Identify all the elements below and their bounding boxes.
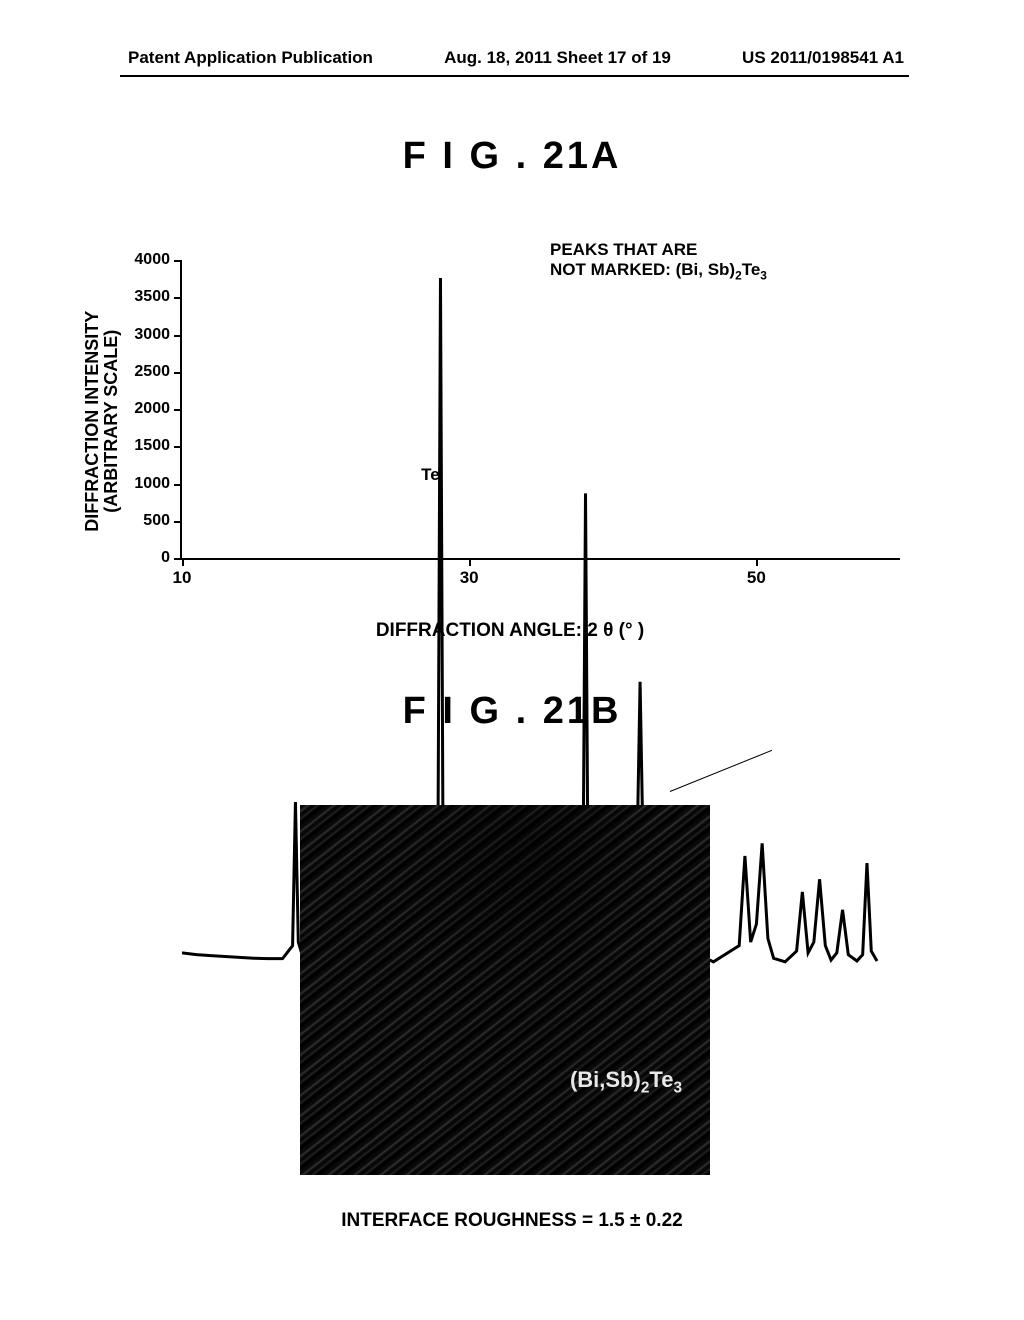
y-tick-label: 0 [161,549,170,567]
y-tick [174,372,182,374]
y-tick-label: 1000 [134,475,170,493]
y-axis-label: DIFFRACTION INTENSITY (ARBITRARY SCALE) [83,311,121,532]
header-left: Patent Application Publication [128,48,373,68]
figure-21a-title: F I G . 21A [0,135,1024,178]
header-right: US 2011/0198541 A1 [742,48,904,68]
y-tick-label: 2000 [134,400,170,418]
y-tick [174,260,182,262]
xrd-chart: DIFFRACTION INTENSITY (ARBITRARY SCALE) … [120,260,900,590]
x-axis-label: DIFFRACTION ANGLE: 2 θ (° ) [376,620,644,642]
x-tick [756,558,758,566]
tem-image: (Bi,Sb)2Te3 [300,805,710,1175]
y-tick [174,335,182,337]
y-tick [174,521,182,523]
x-tick [182,558,184,566]
image-noise [300,805,710,1175]
y-tick-label: 3500 [134,288,170,306]
x-tick [469,558,471,566]
x-tick-label: 10 [173,568,192,588]
y-tick [174,558,182,560]
x-tick-label: 30 [460,568,479,588]
header-center: Aug. 18, 2011 Sheet 17 of 19 [444,48,671,68]
y-tick [174,446,182,448]
figure-21b-title: F I G . 21B [0,690,1024,733]
y-tick-label: 1500 [134,437,170,455]
page-header: Patent Application Publication Aug. 18, … [0,48,1024,68]
y-tick-label: 2500 [134,363,170,381]
ylabel-line2: (ARBITRARY SCALE) [101,330,121,513]
x-tick-label: 50 [747,568,766,588]
note-line1: PEAKS THAT ARE [550,240,697,259]
plot-area: 05001000150020002500300035004000103050Te [180,260,900,560]
y-tick [174,297,182,299]
y-tick-label: 4000 [134,251,170,269]
tem-image-wrap: (Bi,Sb)2Te3 [300,805,710,1175]
ylabel-line1: DIFFRACTION INTENSITY [82,311,102,532]
y-tick-label: 500 [143,512,170,530]
y-tick [174,409,182,411]
y-tick [174,484,182,486]
peak-label: Te [421,465,440,485]
tem-phase-label: (Bi,Sb)2Te3 [570,1067,682,1097]
interface-roughness-label: INTERFACE ROUGHNESS = 1.5 ± 0.22 [341,1210,682,1232]
header-rule [120,75,909,77]
y-tick-label: 3000 [134,326,170,344]
